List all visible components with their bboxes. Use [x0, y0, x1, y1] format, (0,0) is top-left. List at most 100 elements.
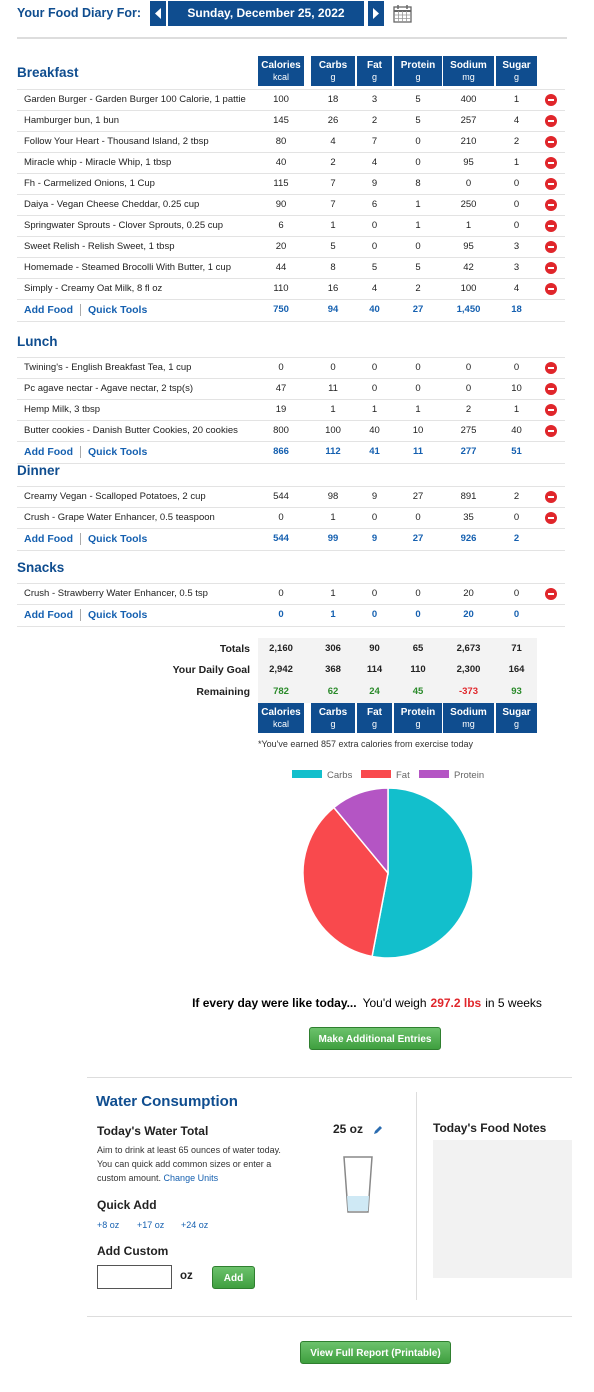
add-food-link[interactable]: Add Food: [24, 446, 73, 458]
column-name: Calories: [261, 60, 301, 71]
delete-button[interactable]: [545, 382, 557, 395]
nutrient-value: 0: [371, 240, 378, 252]
food-name[interactable]: Follow Your Heart - Thousand Island, 2 t…: [24, 135, 209, 147]
water-subtitle: Today's Water Total: [97, 1124, 209, 1138]
food-name[interactable]: Butter cookies - Danish Butter Cookies, …: [24, 424, 238, 436]
quick-tools-link[interactable]: Quick Tools: [88, 446, 148, 458]
delete-button[interactable]: [545, 587, 557, 600]
summary-value: 2,160: [269, 643, 293, 654]
column-name: Calories: [261, 707, 301, 718]
column-unit: g: [513, 72, 519, 82]
summary-label: Totals: [219, 643, 250, 655]
projection-text: If every day were like today...: [192, 996, 357, 1010]
delete-button[interactable]: [545, 135, 557, 148]
meal-name: Dinner: [17, 463, 60, 478]
notes-box[interactable]: [433, 1140, 572, 1278]
food-name[interactable]: Daiya - Vegan Cheese Cheddar, 0.25 cup: [24, 198, 200, 210]
meal-total: 18: [511, 304, 522, 315]
custom-unit: oz: [180, 1270, 193, 1282]
column-unit: g: [415, 72, 421, 82]
quick-add-option[interactable]: +17 oz: [137, 1220, 165, 1230]
change-units-link[interactable]: Change Units: [163, 1173, 219, 1183]
delete-button[interactable]: [545, 93, 557, 106]
row-border: [17, 194, 565, 195]
nutrient-value: 0: [465, 361, 472, 373]
minus: [548, 140, 554, 143]
food-name[interactable]: Pc agave nectar - Agave nectar, 2 tsp(s): [24, 382, 193, 394]
food-name[interactable]: Garden Burger - Garden Burger 100 Calori…: [24, 93, 246, 105]
delete-button[interactable]: [545, 490, 557, 503]
nutrient-value: 1: [415, 219, 421, 231]
row-border: [17, 463, 565, 464]
food-name[interactable]: Springwater Sprouts - Clover Sprouts, 0.…: [24, 219, 224, 231]
delete-button[interactable]: [545, 198, 557, 211]
edit-icon[interactable]: [373, 1125, 383, 1135]
row-border: [17, 110, 565, 111]
delete-button[interactable]: [545, 261, 557, 274]
custom-input[interactable]: [97, 1265, 172, 1289]
date-bar[interactable]: Sunday, December 25, 2022: [168, 1, 364, 26]
minus: [548, 408, 554, 411]
nutrient-value: 8: [415, 177, 421, 189]
food-name[interactable]: Miracle whip - Miracle Whip, 1 tbsp: [24, 156, 172, 168]
column-header: [258, 703, 304, 733]
next-day[interactable]: [368, 1, 384, 26]
meal-total: 0: [371, 609, 378, 620]
quick-add-option[interactable]: +8 oz: [97, 1220, 120, 1230]
nutrient-value: 275: [460, 424, 477, 436]
delete-button[interactable]: [545, 282, 557, 295]
delete-button[interactable]: [545, 511, 557, 524]
projection: If every day were like today... You'd wei…: [0, 996, 594, 1010]
delete-button[interactable]: [545, 361, 557, 374]
nutrient-value: 0: [415, 156, 421, 168]
delete-button[interactable]: [545, 424, 557, 437]
summary-label: Remaining: [196, 686, 250, 698]
nutrient-value: 0: [415, 361, 421, 373]
delete-button[interactable]: [545, 114, 557, 127]
delete-button[interactable]: [545, 403, 557, 416]
button[interactable]: Make Additional Entries: [309, 1027, 441, 1050]
nutrient-value: 80: [275, 135, 287, 147]
nutrient-value: 8: [330, 261, 336, 273]
nutrient-value: 0: [371, 361, 378, 373]
separator: [80, 533, 81, 545]
calendar-icon[interactable]: [393, 4, 413, 24]
button[interactable]: Add: [212, 1266, 255, 1289]
nutrient-value: 6: [278, 219, 284, 231]
food-name[interactable]: Crush - Strawberry Water Enhancer, 0.5 t…: [24, 587, 208, 599]
nutrient-value: 0: [415, 135, 421, 147]
food-name[interactable]: Fh - Carmelized Onions, 1 Cup: [24, 177, 155, 189]
food-name[interactable]: Crush - Grape Water Enhancer, 0.5 teaspo…: [24, 511, 215, 523]
add-food-link[interactable]: Add Food: [24, 533, 73, 545]
add-food-link[interactable]: Add Food: [24, 609, 73, 621]
nutrient-value: 0: [465, 177, 472, 189]
nutrient-value: 544: [273, 490, 289, 502]
delete-button[interactable]: [545, 240, 557, 253]
add-custom-label: Add Custom: [97, 1244, 169, 1258]
add-food-link[interactable]: Add Food: [24, 304, 73, 316]
delete-button[interactable]: [545, 177, 557, 190]
delete-button[interactable]: [545, 219, 557, 232]
quick-tools-link[interactable]: Quick Tools: [88, 304, 148, 316]
button[interactable]: View Full Report (Printable): [300, 1341, 451, 1364]
food-name[interactable]: Twining's - English Breakfast Tea, 1 cup: [24, 361, 192, 373]
quick-tools-link[interactable]: Quick Tools: [88, 609, 148, 621]
food-name[interactable]: Sweet Relish - Relish Sweet, 1 tbsp: [24, 240, 175, 252]
food-name[interactable]: Simply - Creamy Oat Milk, 8 fl oz: [24, 282, 163, 294]
food-name[interactable]: Hamburger bun, 1 bun: [24, 114, 120, 126]
food-name[interactable]: Creamy Vegan - Scalloped Potatoes, 2 cup: [24, 490, 206, 502]
quick-add-option[interactable]: +24 oz: [181, 1220, 209, 1230]
nutrient-value: 6: [371, 198, 378, 210]
nutrient-value: 110: [273, 282, 289, 294]
nutrient-value: 1: [330, 219, 336, 231]
nutrient-value: 0: [371, 382, 378, 394]
meal-total: 9: [371, 533, 378, 544]
quick-tools-link[interactable]: Quick Tools: [88, 533, 148, 545]
prev-day[interactable]: [150, 1, 166, 26]
nutrient-value: 0: [513, 219, 520, 231]
food-name[interactable]: Homemade - Steamed Brocolli With Butter,…: [24, 261, 231, 273]
food-name[interactable]: Hemp Milk, 3 tbsp: [24, 403, 101, 415]
meal-total: 750: [273, 304, 289, 315]
delete-button[interactable]: [545, 156, 557, 169]
row-border: [17, 441, 565, 442]
